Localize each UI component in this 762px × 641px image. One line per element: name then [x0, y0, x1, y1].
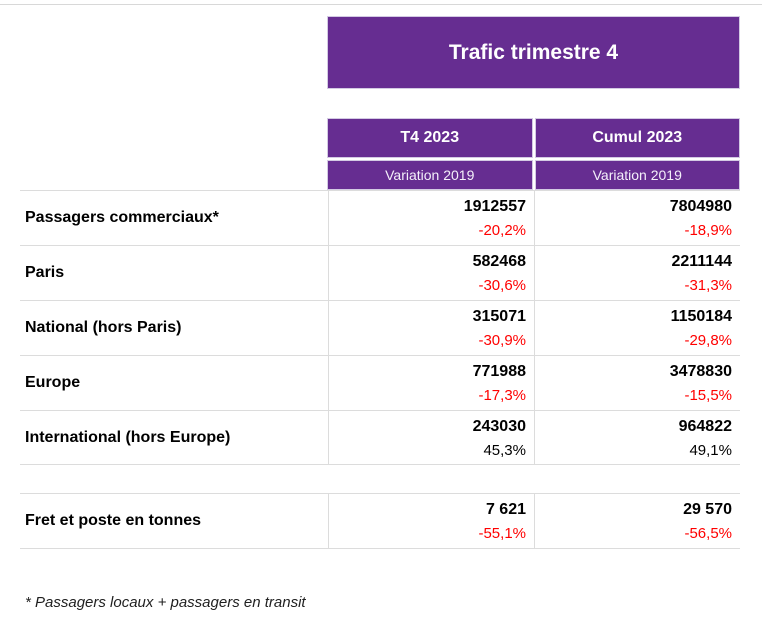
t4-variation: -20,2% — [478, 222, 526, 239]
table-row: International (hors Europe) 243030 45,3%… — [20, 410, 740, 465]
t4-value: 243030 — [472, 417, 526, 435]
footnote: * Passagers locaux + passagers en transi… — [25, 594, 306, 611]
cumul-value: 964822 — [678, 417, 732, 435]
t4-value: 582468 — [472, 253, 526, 270]
table-row: Paris 582468 -30,6% 2211144 -31,3% — [20, 245, 740, 300]
table-row: Europe 771988 -17,3% 3478830 -15,5% — [20, 355, 740, 410]
row-label: Paris — [25, 264, 65, 281]
t4-value: 771988 — [472, 363, 526, 380]
column-subheader-cumul-variation: Variation 2019 — [534, 160, 740, 190]
row-label: Fret et poste en tonnes — [25, 512, 202, 529]
column-header-cumul-2023: Cumul 2023 — [534, 118, 740, 158]
column-subheader-t4-variation: Variation 2019 — [327, 160, 533, 190]
cumul-cell: 7804980 -18,9% — [534, 191, 740, 245]
t4-variation: -30,6% — [478, 277, 526, 294]
report-title-banner: Trafic trimestre 4 — [327, 16, 740, 89]
row-label: Europe — [25, 374, 81, 391]
t4-cell: 7 621 -55,1% — [328, 494, 534, 548]
freight-table: Fret et poste en tonnes 7 621 -55,1% 29 … — [20, 493, 740, 549]
cumul-variation: -15,5% — [684, 387, 732, 404]
cumul-cell: 2211144 -31,3% — [534, 246, 740, 300]
column-header-t4-2023: T4 2023 — [327, 118, 533, 158]
table-row: Passagers commerciaux* 1912557 -20,2% 78… — [20, 190, 740, 245]
t4-value: 7 621 — [485, 501, 526, 518]
t4-variation: -55,1% — [478, 525, 526, 542]
cumul-value: 3478830 — [669, 363, 732, 380]
t4-cell: 315071 -30,9% — [328, 301, 534, 355]
t4-cell: 582468 -30,6% — [328, 246, 534, 300]
t4-variation: -30,9% — [478, 332, 526, 349]
top-divider — [0, 4, 762, 5]
row-label: International (hors Europe) — [25, 428, 231, 446]
column-header-t4-2023-label: T4 2023 — [400, 129, 460, 146]
cumul-variation: -31,3% — [684, 277, 732, 294]
t4-cell: 243030 45,3% — [328, 411, 534, 464]
cumul-variation: -18,9% — [684, 222, 732, 239]
cumul-cell: 1150184 -29,8% — [534, 301, 740, 355]
cumul-cell: 3478830 -15,5% — [534, 356, 740, 410]
report-title: Trafic trimestre 4 — [448, 40, 619, 64]
cumul-variation: -56,5% — [684, 525, 732, 542]
cumul-variation: -29,8% — [684, 332, 732, 349]
cumul-cell: 29 570 -56,5% — [534, 494, 740, 548]
row-label: National (hors Paris) — [25, 319, 182, 336]
cumul-value: 7804980 — [669, 198, 732, 215]
t4-cell: 771988 -17,3% — [328, 356, 534, 410]
cumul-value: 2211144 — [671, 253, 732, 270]
t4-value: 1912557 — [463, 198, 526, 215]
passenger-traffic-table: Passagers commerciaux* 1912557 -20,2% 78… — [20, 190, 740, 465]
column-subheader-t4-variation-label: Variation 2019 — [385, 167, 475, 183]
cumul-variation: 49,1% — [689, 441, 732, 459]
column-subheader-cumul-variation-label: Variation 2019 — [592, 167, 682, 183]
cumul-cell: 964822 49,1% — [534, 411, 740, 464]
cumul-value: 29 570 — [683, 501, 732, 518]
column-header-cumul-2023-label: Cumul 2023 — [592, 129, 683, 146]
t4-variation: 45,3% — [483, 441, 526, 459]
table-row: National (hors Paris) 315071 -30,9% 1150… — [20, 300, 740, 355]
t4-value: 315071 — [472, 308, 526, 325]
table-row: Fret et poste en tonnes 7 621 -55,1% 29 … — [20, 493, 740, 549]
t4-cell: 1912557 -20,2% — [328, 191, 534, 245]
cumul-value: 1150184 — [670, 308, 732, 325]
column-headers: T4 2023 Cumul 2023 Variation 2019 Variat… — [327, 118, 740, 190]
row-label: Passagers commerciaux* — [25, 209, 219, 226]
t4-variation: -17,3% — [478, 387, 526, 404]
